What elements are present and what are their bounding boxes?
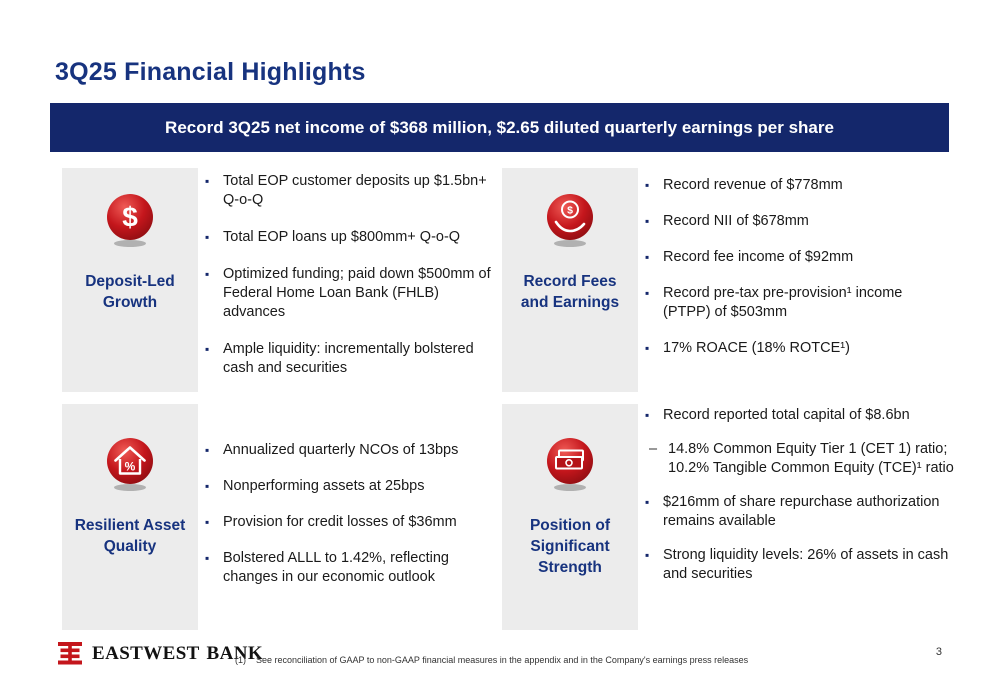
square-bullet-marker: ▪ [205, 230, 210, 244]
square-bullet-marker: ▪ [205, 515, 210, 529]
square-bullet-marker: ▪ [205, 479, 210, 493]
square-bullet-marker: ▪ [205, 342, 210, 356]
slide-title: 3Q25 Financial Highlights [55, 58, 366, 86]
bullet-text: $216mm of share repurchase authorization… [663, 494, 940, 529]
bullet-text: Provision for credit losses of $36mm [223, 514, 457, 530]
bullet-text: 17% ROACE (18% ROTCE¹) [663, 340, 850, 356]
house-percent-icon: % [105, 436, 155, 492]
bullet-text: Record fee income of $92mm [663, 249, 854, 265]
logo-wordmark: EASTWEST BANK [92, 643, 264, 664]
bullet-item: ▪ Ample liquidity: incrementally bolstere… [205, 340, 497, 378]
square-bullet-marker: ▪ [205, 551, 210, 565]
bullet-text: Record pre-tax pre-provision¹ income (PT… [663, 285, 903, 320]
category-label: Deposit-Led Growth [85, 273, 175, 311]
bullet-item: ▪ Record revenue of $778mm [645, 176, 953, 195]
bullet-list-record-fees-earnings: ▪ Record revenue of $778mm ▪ Record NII of … [645, 176, 953, 375]
bullet-item: ▪ Total EOP customer deposits up $1.5bn+ … [205, 172, 497, 210]
bullet-list-deposit-led-growth: ▪ Total EOP customer deposits up $1.5bn+ … [205, 172, 497, 396]
bullet-list-resilient-asset-quality: ▪ Annualized quarterly NCOs of 13bps ▪ Nonp… [205, 441, 497, 604]
category-box-position-of-strength: Position of Significant Strength [502, 404, 638, 630]
category-box-resilient-asset-quality: % Resilient Asset Quality [62, 404, 198, 630]
square-bullet-marker: ▪ [205, 174, 210, 188]
footnote: (1) See reconciliation of GAAP to non-GAA… [235, 655, 755, 665]
bullet-item: ▪ Provision for credit losses of $36mm [205, 513, 497, 532]
bullet-item: ▪ Total EOP loans up $800mm+ Q-o-Q [205, 228, 497, 247]
category-label: Record Fees and Earnings [520, 273, 620, 311]
bullet-item: ▪ Strong liquidity levels: 26% of assets … [645, 546, 955, 584]
dash-marker: – [649, 441, 658, 457]
eastwest-bank-logo: EASTWEST BANK [55, 639, 263, 669]
footnote-text: See reconciliation of GAAP to non-GAAP f… [256, 655, 749, 665]
bullet-text: 14.8% Common Equity Tier 1 (CET 1) ratio… [668, 441, 954, 476]
bullet-text: Record NII of $678mm [663, 213, 809, 229]
banknotes-icon [545, 436, 595, 492]
dollar-circle-icon: $ [105, 192, 155, 248]
bullet-text: Record revenue of $778mm [663, 177, 843, 193]
bullet-text: Ample liquidity: incrementally bolstered… [223, 341, 474, 376]
square-bullet-marker: ▪ [645, 495, 650, 509]
bullet-item: ▪ Record fee income of $92mm [645, 248, 953, 267]
svg-text:$: $ [567, 205, 573, 217]
bullet-item: ▪ Nonperforming assets at 25bps [205, 477, 497, 496]
category-label: Position of Significant Strength [529, 517, 611, 576]
square-bullet-marker: ▪ [645, 408, 650, 422]
bullet-text: Strong liquidity levels: 26% of assets i… [663, 547, 949, 582]
square-bullet-marker: ▪ [645, 178, 650, 192]
square-bullet-marker: ▪ [205, 267, 210, 281]
square-bullet-marker: ▪ [645, 214, 650, 228]
bullet-item: ▪ Record pre-tax pre-provision¹ income (P… [645, 284, 953, 322]
footnote-marker: (1) [235, 655, 246, 665]
bullet-text: Annualized quarterly NCOs of 13bps [223, 442, 459, 458]
bullet-item: ▪ $216mm of share repurchase authorizatio… [645, 493, 955, 531]
bullet-list-position-of-strength: ▪ Record reported total capital of $8.6bn… [645, 406, 955, 599]
bullet-text: Total EOP customer deposits up $1.5bn+ Q… [223, 173, 487, 208]
page-number: 3 [935, 646, 942, 658]
bullet-text: Record reported total capital of $8.6bn [663, 407, 910, 423]
bullet-item: ▪ Record NII of $678mm [645, 212, 953, 231]
bullet-item: ▪ 17% ROACE (18% ROTCE¹) [645, 339, 953, 358]
square-bullet-marker: ▪ [645, 286, 650, 300]
bullet-item: ▪ Annualized quarterly NCOs of 13bps [205, 441, 497, 460]
bullet-text: Bolstered ALLL to 1.42%, reflecting chan… [223, 550, 449, 585]
hand-coin-icon: $ [545, 192, 595, 248]
bullet-item: ▪ Bolstered ALLL to 1.42%, reflecting cha… [205, 549, 497, 587]
category-label: Resilient Asset Quality [74, 517, 186, 555]
category-box-deposit-led-growth: $ Deposit-Led Growth [62, 168, 198, 392]
square-bullet-marker: ▪ [205, 443, 210, 457]
bullet-text: Total EOP loans up $800mm+ Q-o-Q [223, 229, 461, 245]
svg-text:%: % [125, 460, 136, 474]
bullet-text: Nonperforming assets at 25bps [223, 478, 425, 494]
sub-bullet-item: –14.8% Common Equity Tier 1 (CET 1) rati… [645, 440, 955, 478]
bullet-text: Optimized funding; paid down $500mm of F… [223, 266, 491, 320]
eastwest-logo-icon [55, 639, 85, 669]
bullet-item: ▪ Optimized funding; paid down $500mm of … [205, 265, 497, 322]
square-bullet-marker: ▪ [645, 250, 650, 264]
svg-text:$: $ [122, 202, 138, 233]
square-bullet-marker: ▪ [645, 548, 650, 562]
headline-banner: Record 3Q25 net income of $368 million, … [50, 103, 949, 152]
headline-text: Record 3Q25 net income of $368 million, … [165, 117, 834, 137]
bullet-item: ▪ Record reported total capital of $8.6bn [645, 406, 955, 425]
category-box-record-fees-earnings: $ Record Fees and Earnings [502, 168, 638, 392]
square-bullet-marker: ▪ [645, 341, 650, 355]
